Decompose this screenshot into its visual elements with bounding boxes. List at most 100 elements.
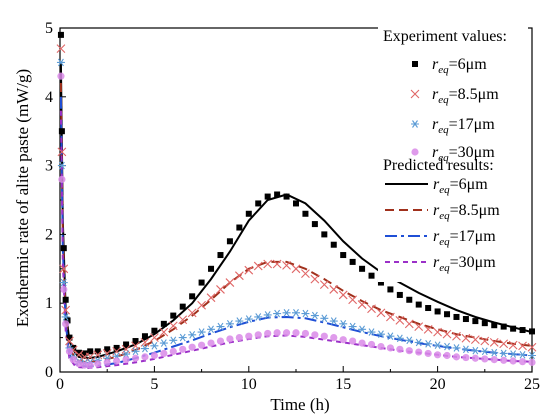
experiment-point-3 — [292, 329, 300, 337]
experiment-point-0 — [462, 316, 469, 323]
experiment-point-1 — [395, 316, 405, 325]
experiment-point-0 — [141, 333, 148, 340]
experiment-point-1 — [225, 278, 235, 287]
experiment-point-3 — [518, 358, 527, 366]
predicted-line-0 — [59, 62, 533, 360]
experiment-point-1 — [452, 331, 461, 341]
experiment-point-1 — [187, 308, 197, 318]
experiment-point-3 — [60, 285, 68, 294]
experiment-point-0 — [66, 334, 73, 341]
experiment-point-1 — [423, 324, 433, 334]
experiment-point-1 — [291, 264, 301, 274]
experiment-point-1 — [499, 339, 509, 349]
experiment-point-1 — [59, 264, 69, 274]
experiment-point-0 — [179, 303, 186, 310]
experiment-point-0 — [57, 31, 64, 38]
experiment-point-3 — [301, 329, 310, 338]
experiment-point-3 — [282, 329, 291, 337]
experiment-point-0 — [62, 296, 69, 303]
experiment-point-3 — [226, 335, 234, 343]
legend-background — [378, 20, 528, 282]
experiment-point-0 — [198, 279, 205, 286]
experiment-point-1 — [518, 341, 527, 351]
experiment-point-0 — [264, 193, 271, 200]
experiment-point-0 — [160, 320, 167, 327]
experiment-point-0 — [340, 252, 347, 259]
experiment-point-2 — [188, 331, 197, 339]
experiment-point-1 — [112, 346, 122, 356]
experiment-point-2 — [320, 314, 329, 323]
experiment-point-2 — [263, 311, 272, 319]
experiment-point-3 — [58, 175, 66, 183]
experiment-point-3 — [358, 339, 366, 347]
experiment-point-3 — [113, 357, 121, 365]
experiment-point-2 — [140, 344, 149, 353]
experiment-point-1 — [65, 336, 74, 346]
experiment-point-2 — [424, 339, 433, 348]
experiment-point-2 — [254, 313, 263, 321]
experiment-point-3 — [198, 341, 206, 349]
experiment-point-1 — [310, 274, 320, 284]
experiment-point-1 — [470, 335, 480, 345]
experiment-point-2 — [301, 309, 310, 318]
x-tick-label: 10 — [241, 376, 257, 393]
experiment-point-2 — [405, 336, 414, 345]
experiment-point-3 — [169, 347, 177, 355]
experiment-point-0 — [94, 348, 101, 355]
experiment-point-3 — [434, 351, 442, 359]
experiment-point-0 — [359, 265, 366, 272]
x-tick-label: 5 — [150, 376, 158, 393]
experiment-point-3 — [179, 345, 187, 353]
experiment-point-3 — [490, 356, 498, 364]
experiment-point-0 — [491, 322, 498, 329]
experiment-point-3 — [188, 343, 196, 351]
experiment-point-2 — [433, 341, 442, 349]
experiment-point-3 — [65, 347, 74, 355]
experiment-point-2 — [207, 325, 216, 334]
experiment-point-1 — [433, 327, 442, 337]
legend-predicted-label-1: req=8.5μm — [433, 202, 500, 222]
legend: Experiment values: Predicted results: re… — [378, 20, 528, 282]
experiment-point-0 — [274, 191, 281, 198]
experiment-point-0 — [217, 252, 224, 259]
experiment-point-0 — [113, 344, 120, 351]
experiment-point-0 — [406, 296, 413, 303]
experiment-point-2 — [443, 342, 452, 351]
experiment-point-0 — [58, 128, 65, 135]
experiment-point-2 — [518, 350, 527, 359]
experiment-point-3 — [216, 337, 225, 345]
experiment-point-3 — [94, 360, 102, 368]
experiment-point-0 — [481, 320, 488, 327]
experiment-point-1 — [301, 269, 310, 279]
experiment-point-1 — [57, 147, 67, 157]
experiment-point-1 — [216, 285, 225, 294]
experiment-point-0 — [226, 238, 233, 245]
experiment-point-2 — [329, 317, 338, 325]
experiment-point-0 — [415, 301, 422, 308]
y-tick-label: 0 — [45, 364, 53, 381]
experiment-point-2 — [282, 309, 291, 317]
experiment-point-1 — [159, 327, 169, 337]
experiment-point-1 — [102, 349, 112, 358]
legend-marker-0 — [412, 61, 418, 67]
legend-predicted-label-0: req=6μm — [433, 176, 488, 196]
x-axis-ticks: 0 5 10 15 20 25 — [56, 366, 540, 393]
experiment-point-3 — [254, 331, 262, 339]
experiment-point-1 — [329, 285, 339, 294]
x-tick-label: 0 — [56, 376, 64, 393]
experiment-point-0 — [189, 293, 196, 300]
experiment-point-2 — [395, 334, 404, 343]
experiment-point-0 — [151, 327, 158, 334]
experiment-point-0 — [255, 200, 262, 207]
experiment-point-3 — [424, 349, 432, 358]
experiment-point-1 — [348, 295, 358, 305]
experiment-point-1 — [263, 259, 273, 269]
experiment-point-1 — [319, 280, 329, 290]
experiment-point-3 — [141, 353, 149, 361]
experiment-point-3 — [500, 356, 508, 364]
experiment-point-2 — [348, 322, 357, 331]
experiment-point-0 — [472, 318, 479, 325]
experiment-point-2 — [339, 320, 348, 328]
experiment-point-0 — [302, 210, 309, 217]
